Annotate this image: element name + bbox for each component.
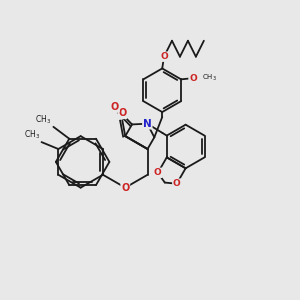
Text: CH$_3$: CH$_3$ xyxy=(35,113,51,126)
Text: CH$_3$: CH$_3$ xyxy=(202,73,217,83)
Text: O: O xyxy=(118,108,126,118)
Text: O: O xyxy=(121,183,129,193)
Text: O: O xyxy=(154,168,162,177)
Text: CH$_3$: CH$_3$ xyxy=(24,129,40,141)
Text: O: O xyxy=(111,101,119,112)
Text: O: O xyxy=(189,74,197,83)
Text: N: N xyxy=(143,119,152,129)
Text: O: O xyxy=(173,179,181,188)
Text: O: O xyxy=(160,52,168,61)
